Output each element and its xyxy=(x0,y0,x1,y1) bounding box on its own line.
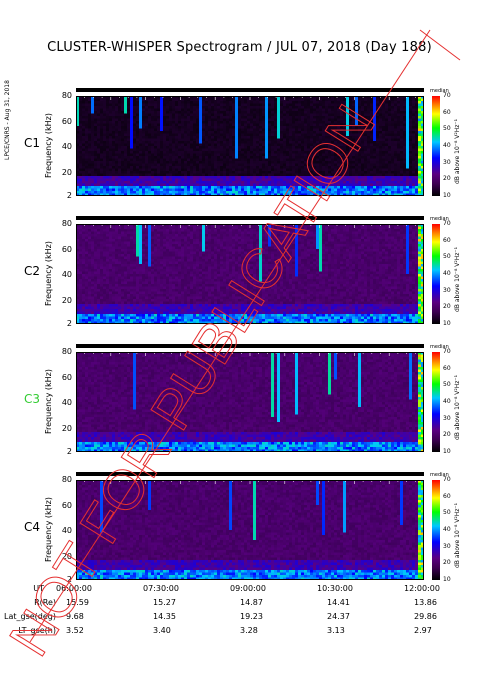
colorbar-header: median xyxy=(430,88,449,94)
orbit-value: 3.13 xyxy=(327,626,345,635)
panel-top-bar xyxy=(76,344,424,348)
colorbar-tick: 20 xyxy=(443,431,451,439)
orbit-value: 2.97 xyxy=(414,626,432,635)
colorbar-tick: 10 xyxy=(443,576,451,583)
y-tick-label: 60 xyxy=(61,116,72,126)
colorbar-tick: 10 xyxy=(443,320,451,327)
y-tick-label: 20 xyxy=(61,167,72,177)
y-tick-label: 2 xyxy=(66,447,72,456)
colorbar xyxy=(432,224,440,324)
time-tick-label: 09:00:00 xyxy=(230,584,266,593)
orbit-value: 14.35 xyxy=(153,612,176,621)
y-tick-label: 80 xyxy=(61,475,72,484)
colorbar-header: median xyxy=(430,472,449,478)
colorbar-tick: 70 xyxy=(443,92,451,99)
colorbar-tick: 60 xyxy=(443,236,451,244)
y-tick-label: 2 xyxy=(66,575,72,584)
colorbar-tick: 20 xyxy=(443,175,451,183)
orbit-value: 3.52 xyxy=(66,626,84,635)
orbit-value: 9.68 xyxy=(66,612,84,621)
y-tick-label: 40 xyxy=(61,270,72,280)
panel-label-c1: C1 xyxy=(24,136,41,150)
orbit-row-label: Lat_gse(deg) xyxy=(4,612,56,621)
orbit-value: 14.87 xyxy=(240,598,263,607)
colorbar-tick: 60 xyxy=(443,492,451,500)
panel-label-c4: C4 xyxy=(24,520,41,534)
panel-label-c2: C2 xyxy=(24,264,41,278)
panel-top-bar xyxy=(76,472,424,476)
spectrogram-c3 xyxy=(76,352,424,452)
panel-top-bar xyxy=(76,88,424,92)
y-tick-label: 60 xyxy=(61,372,72,382)
orbit-row-label: LT_gse(h) xyxy=(18,626,56,635)
colorbar-label: dB above 10⁻⁸ V²Hz⁻¹ xyxy=(454,375,461,440)
y-tick-label: 80 xyxy=(61,219,72,228)
y-tick-label: 40 xyxy=(61,142,72,152)
panel-top-bar xyxy=(76,216,424,220)
colorbar-tick: 70 xyxy=(443,348,451,355)
y-tick-label: 20 xyxy=(61,423,72,433)
colorbar-tick: 30 xyxy=(443,158,451,166)
colorbar-tick: 30 xyxy=(443,542,451,550)
colorbar-tick: 40 xyxy=(443,398,451,405)
colorbar-tick: 20 xyxy=(443,303,451,311)
colorbar-tick: 70 xyxy=(443,476,451,483)
colorbar-tick: 50 xyxy=(443,381,451,389)
y-tick-label: 2 xyxy=(66,191,72,200)
y-tick-label: 60 xyxy=(61,244,72,254)
colorbar-tick: 10 xyxy=(443,448,451,455)
orbit-value: 14.41 xyxy=(327,598,350,607)
colorbar-tick: 60 xyxy=(443,364,451,372)
y-tick-label: 20 xyxy=(61,295,72,305)
orbit-value: 3.28 xyxy=(240,626,258,635)
spectrogram-c4 xyxy=(76,480,424,580)
orbit-value: 29.86 xyxy=(414,612,437,621)
spectrogram-c2 xyxy=(76,224,424,324)
time-tick-label: 10:30:00 xyxy=(317,584,353,593)
colorbar-tick: 50 xyxy=(443,509,451,517)
colorbar-tick: 40 xyxy=(443,270,451,277)
time-tick-label: 07:30:00 xyxy=(143,584,179,593)
colorbar xyxy=(432,96,440,196)
panel-label-c3: C3 xyxy=(24,392,41,406)
colorbar-tick: 30 xyxy=(443,414,451,422)
orbit-value: 15.59 xyxy=(66,598,89,607)
colorbar-tick: 30 xyxy=(443,286,451,294)
orbit-value: 19.23 xyxy=(240,612,263,621)
orbit-value: 13.86 xyxy=(414,598,437,607)
colorbar-label: dB above 10⁻⁸ V²Hz⁻¹ xyxy=(454,503,461,568)
orbit-value: 24.37 xyxy=(327,612,350,621)
y-tick-label: 40 xyxy=(61,526,72,536)
colorbar-tick: 60 xyxy=(443,108,451,116)
colorbar-tick: 70 xyxy=(443,220,451,227)
colorbar-label: dB above 10⁻⁸ V²Hz⁻¹ xyxy=(454,247,461,312)
y-tick-label: 2 xyxy=(66,319,72,328)
colorbar-tick: 10 xyxy=(443,192,451,199)
chart-title: CLUSTER-WHISPER Spectrogram / JUL 07, 20… xyxy=(47,40,432,55)
y-tick-label: 60 xyxy=(61,500,72,510)
colorbar xyxy=(432,352,440,452)
y-tick-label: 80 xyxy=(61,91,72,100)
ut-label: UT xyxy=(33,584,44,593)
colorbar-tick: 40 xyxy=(443,526,451,533)
orbit-value: 3.40 xyxy=(153,626,171,635)
time-tick-label: 12:00:00 xyxy=(404,584,440,593)
orbit-value: 15.27 xyxy=(153,598,176,607)
colorbar-tick: 50 xyxy=(443,125,451,133)
spectrogram-c1 xyxy=(76,96,424,196)
y-tick-label: 80 xyxy=(61,347,72,356)
colorbar-tick: 40 xyxy=(443,142,451,149)
orbit-row-label: R(Re) xyxy=(34,598,56,607)
time-tick-label: 06:00:00 xyxy=(56,584,92,593)
colorbar-label: dB above 10⁻⁸ V²Hz⁻¹ xyxy=(454,119,461,184)
colorbar-header: median xyxy=(430,216,449,222)
y-tick-label: 20 xyxy=(61,551,72,561)
colorbar xyxy=(432,480,440,580)
side-note: LPCE/CNRS - Aug 31, 2018 xyxy=(4,80,11,160)
y-tick-label: 40 xyxy=(61,398,72,408)
colorbar-header: median xyxy=(430,344,449,350)
colorbar-tick: 20 xyxy=(443,559,451,567)
colorbar-tick: 50 xyxy=(443,253,451,261)
